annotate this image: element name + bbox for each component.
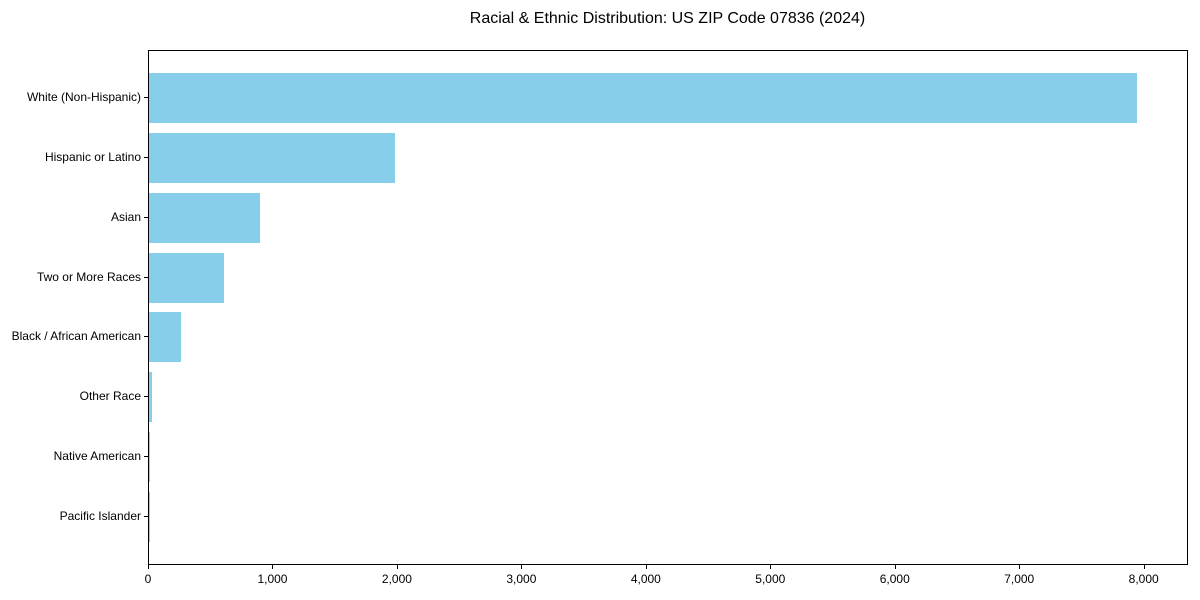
y-axis-tick xyxy=(144,216,148,218)
y-axis-label: Two or More Races xyxy=(36,269,141,284)
bar xyxy=(149,192,260,243)
x-axis-tick-label: 6,000 xyxy=(879,572,910,586)
chart-title: Racial & Ethnic Distribution: US ZIP Cod… xyxy=(469,10,866,27)
x-axis-tick xyxy=(272,565,274,569)
x-axis-tick xyxy=(396,565,398,569)
bar xyxy=(149,431,150,482)
y-axis-tick xyxy=(144,336,148,338)
y-axis-label: Other Race xyxy=(79,389,141,404)
x-axis-tick-label: 1,000 xyxy=(257,572,288,586)
y-axis-label: Native American xyxy=(53,448,141,463)
plot-area xyxy=(148,50,1188,565)
x-axis-tick-label: 4,000 xyxy=(630,572,661,586)
bar xyxy=(149,372,153,423)
y-axis-tick xyxy=(144,276,148,278)
y-axis-label: Black / African American xyxy=(11,329,141,344)
x-axis-tick xyxy=(770,565,772,569)
x-axis-tick xyxy=(148,565,149,569)
y-axis-tick xyxy=(144,157,148,159)
y-axis-label: Hispanic or Latino xyxy=(44,150,141,165)
bar xyxy=(149,252,224,303)
x-axis-tick-label: 8,000 xyxy=(1128,572,1159,586)
x-axis-tick-label: 0 xyxy=(144,572,152,586)
x-axis-tick xyxy=(894,565,896,569)
x-axis-tick xyxy=(521,565,523,569)
x-axis-tick xyxy=(645,565,647,569)
y-axis-tick xyxy=(144,97,148,99)
bar xyxy=(149,133,396,184)
x-axis-tick-label: 3,000 xyxy=(506,572,537,586)
bar xyxy=(149,312,181,363)
x-axis-tick-label: 2,000 xyxy=(381,572,412,586)
bar xyxy=(149,73,1138,124)
x-axis-tick xyxy=(1019,565,1021,569)
y-axis-tick xyxy=(144,515,148,517)
y-axis-label: White (Non-Hispanic) xyxy=(26,90,141,105)
y-axis-label: Pacific Islander xyxy=(59,508,141,523)
x-axis-tick-label: 5,000 xyxy=(755,572,786,586)
x-axis-tick-label: 7,000 xyxy=(1004,572,1035,586)
y-axis-tick xyxy=(144,396,148,398)
y-axis-tick xyxy=(144,455,148,457)
x-axis-tick xyxy=(1143,565,1145,569)
y-axis-label: Asian xyxy=(110,209,141,224)
